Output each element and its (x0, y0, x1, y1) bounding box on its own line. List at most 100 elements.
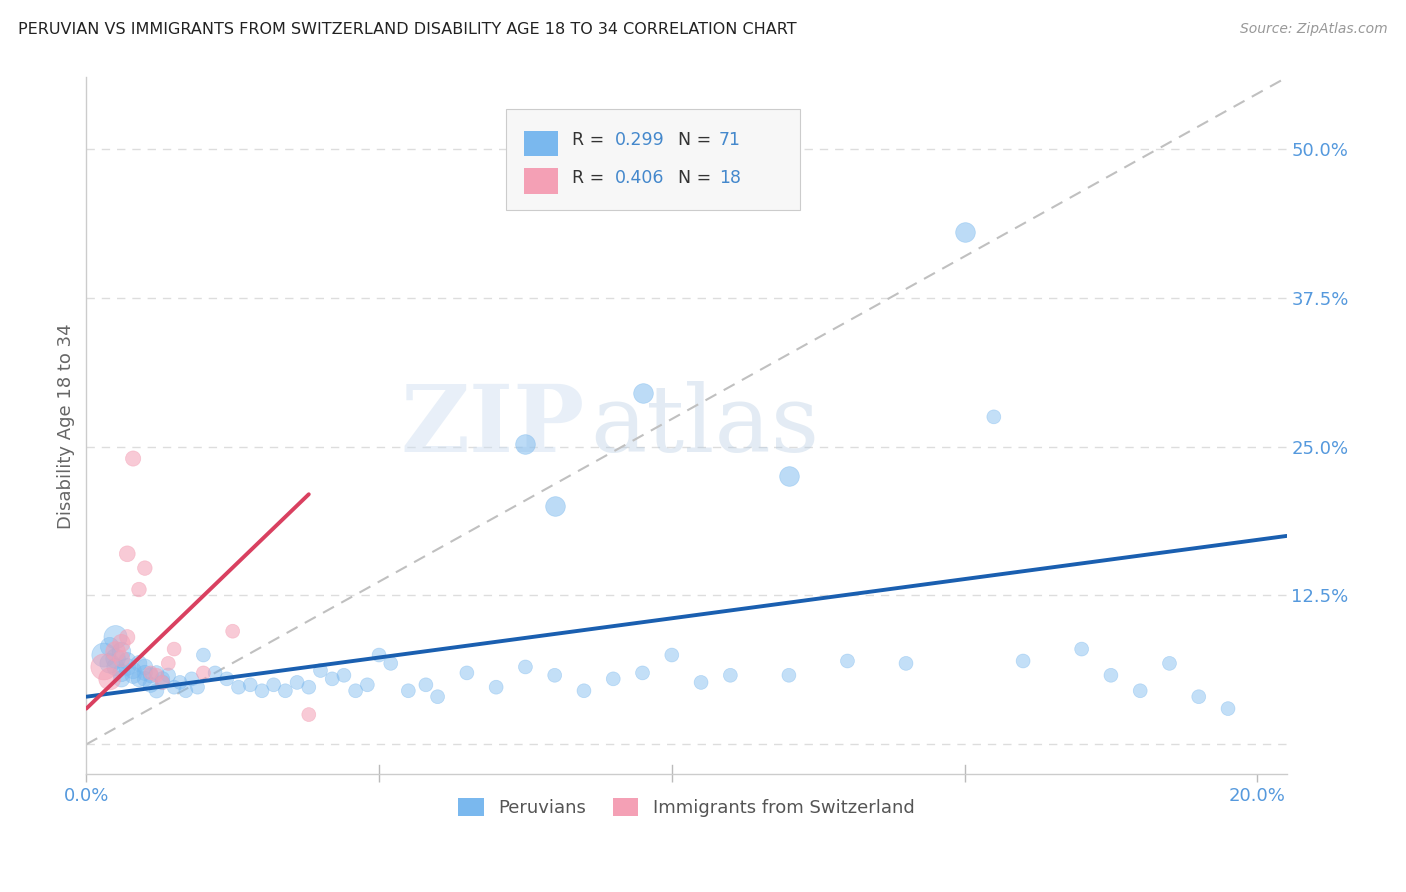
Point (134, 665, 156, 680)
Point (778, 668, 800, 682)
Point (128, 657, 150, 671)
Point (152, 675, 174, 690)
Point (139, 668, 162, 682)
Point (631, 665, 654, 680)
Point (544, 668, 567, 682)
Point (163, 680, 186, 694)
Point (104, 630, 127, 644)
Point (145, 683, 167, 698)
Point (285, 675, 308, 690)
Point (544, 499, 567, 513)
Point (718, 668, 741, 682)
Point (1188, 690, 1211, 704)
Point (193, 665, 215, 680)
Point (117, 660, 139, 674)
Point (93, 648, 115, 662)
Point (204, 665, 226, 680)
Point (1129, 683, 1152, 698)
Text: 18: 18 (718, 169, 741, 187)
Text: 0.406: 0.406 (614, 169, 664, 187)
Text: ZIP: ZIP (401, 381, 585, 471)
Text: Source: ZipAtlas.com: Source: ZipAtlas.com (1240, 22, 1388, 37)
Point (122, 664, 145, 678)
Point (631, 386, 654, 401)
Point (426, 690, 449, 704)
Point (104, 660, 127, 674)
Point (169, 675, 191, 690)
Point (93, 660, 115, 674)
Point (110, 672, 132, 686)
Point (104, 644, 127, 658)
Point (157, 668, 180, 682)
Text: 0.299: 0.299 (614, 131, 664, 149)
Point (134, 672, 156, 686)
Point (356, 678, 378, 692)
Point (110, 644, 132, 658)
Point (894, 657, 917, 671)
Point (110, 665, 132, 680)
Point (134, 660, 156, 674)
Point (117, 547, 139, 561)
Point (515, 437, 537, 451)
Point (456, 665, 478, 680)
Point (98, 640, 121, 654)
Point (174, 683, 197, 698)
Point (1070, 642, 1092, 657)
Point (122, 668, 145, 682)
Point (333, 668, 356, 682)
Point (778, 469, 800, 483)
Point (1216, 701, 1239, 715)
Text: atlas: atlas (591, 381, 820, 471)
Point (193, 648, 215, 662)
Point (128, 672, 150, 686)
Point (117, 630, 139, 644)
Point (1099, 668, 1122, 682)
Point (239, 678, 262, 692)
Point (117, 654, 139, 668)
FancyBboxPatch shape (524, 131, 558, 156)
Point (104, 651, 127, 665)
Text: N =: N = (678, 169, 711, 187)
Point (180, 672, 202, 686)
Point (983, 409, 1005, 424)
Point (1159, 657, 1181, 671)
Point (661, 648, 683, 662)
Point (186, 680, 208, 694)
Point (221, 624, 243, 639)
Point (145, 665, 167, 680)
Point (274, 683, 297, 698)
Point (157, 657, 180, 671)
Point (368, 648, 391, 662)
Point (309, 664, 332, 678)
Point (602, 672, 624, 686)
Point (380, 657, 402, 671)
Point (953, 225, 976, 239)
Text: R =: R = (572, 169, 605, 187)
Point (215, 672, 238, 686)
Point (98, 657, 121, 671)
Point (515, 660, 537, 674)
Y-axis label: Disability Age 18 to 34: Disability Age 18 to 34 (58, 323, 75, 529)
Point (163, 642, 186, 657)
Point (134, 561, 156, 575)
Legend: Peruvians, Immigrants from Switzerland: Peruvians, Immigrants from Switzerland (451, 790, 922, 824)
Point (344, 683, 367, 698)
Point (415, 678, 437, 692)
Point (250, 683, 273, 698)
Point (298, 707, 321, 722)
Point (1012, 654, 1035, 668)
Text: R =: R = (572, 131, 605, 149)
FancyBboxPatch shape (506, 109, 800, 210)
Point (152, 675, 174, 690)
Point (139, 678, 162, 692)
Point (110, 636, 132, 650)
Point (298, 680, 321, 694)
Point (485, 680, 508, 694)
Point (228, 680, 250, 694)
Text: 71: 71 (718, 131, 741, 149)
Point (837, 654, 859, 668)
Text: PERUVIAN VS IMMIGRANTS FROM SWITZERLAND DISABILITY AGE 18 TO 34 CORRELATION CHAR: PERUVIAN VS IMMIGRANTS FROM SWITZERLAND … (18, 22, 797, 37)
Point (690, 675, 713, 690)
Point (139, 665, 162, 680)
Point (122, 451, 145, 466)
